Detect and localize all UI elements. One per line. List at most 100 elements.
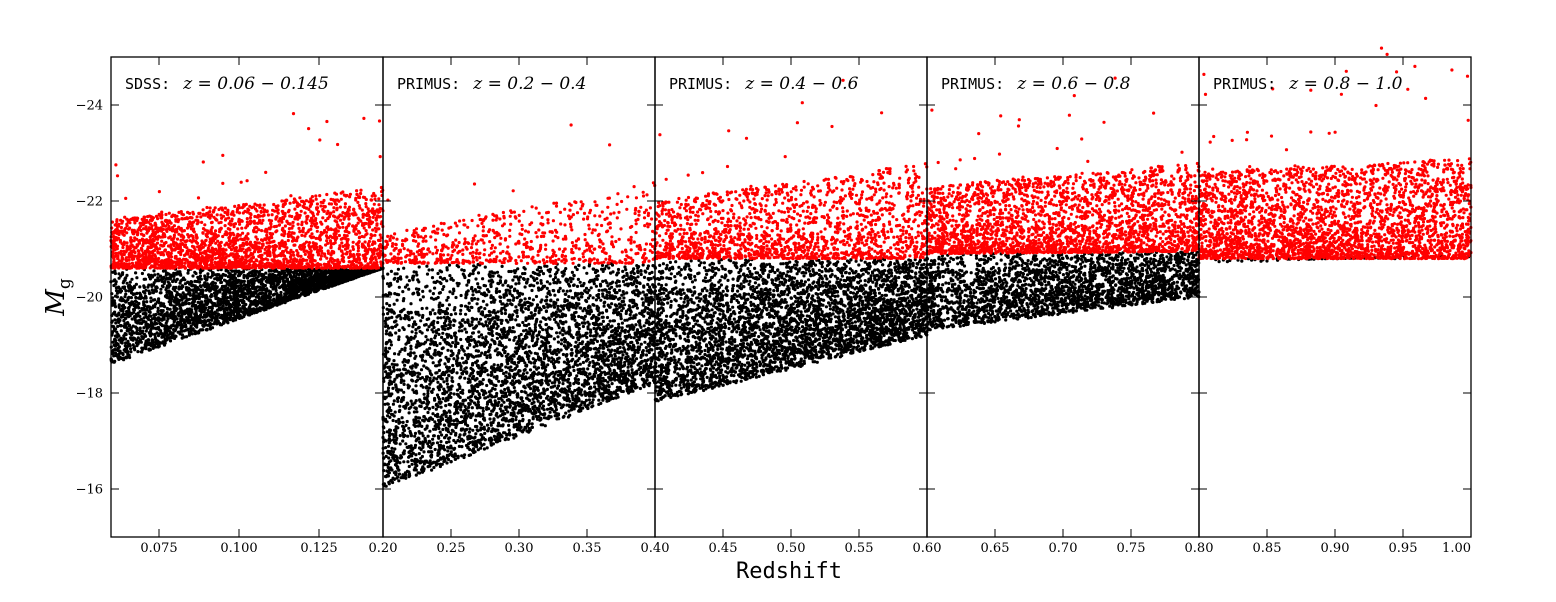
faint-point (304, 293, 308, 297)
faint-point (132, 336, 137, 341)
bright-point (164, 212, 168, 217)
faint-point (315, 275, 319, 279)
faint-point (171, 279, 175, 284)
faint-point (301, 292, 305, 296)
faint-point (136, 342, 140, 346)
faint-point (184, 285, 189, 290)
faint-point (237, 279, 241, 283)
faint-point (259, 280, 263, 284)
faint-point (129, 326, 133, 330)
bright-point (227, 216, 231, 220)
faint-point (272, 297, 276, 301)
faint-point (282, 287, 286, 291)
bright-point (252, 219, 256, 223)
faint-point (240, 284, 244, 288)
faint-point (221, 304, 225, 308)
bright-point (169, 251, 173, 255)
bright-point (145, 231, 149, 235)
bright-point (223, 224, 227, 228)
bright-point (153, 221, 157, 225)
faint-point (212, 291, 217, 295)
faint-point (141, 336, 145, 341)
bright-point (283, 254, 287, 258)
bright-point (283, 224, 287, 228)
faint-point (277, 293, 281, 297)
faint-point (242, 312, 246, 316)
faint-point (302, 273, 306, 277)
bright-point (302, 266, 306, 270)
faint-point (180, 312, 184, 316)
faint-point (184, 295, 188, 299)
faint-point (141, 308, 145, 312)
faint-point (220, 301, 224, 305)
bright-point (295, 236, 299, 241)
faint-point (113, 269, 117, 273)
faint-point (149, 323, 153, 327)
faint-point (241, 298, 245, 302)
faint-point (156, 316, 160, 320)
faint-point (169, 273, 173, 277)
bright-point (365, 232, 369, 236)
faint-point (125, 273, 129, 277)
faint-point (117, 276, 121, 280)
bright-point (278, 246, 282, 250)
bright-point (325, 119, 329, 124)
faint-point (232, 288, 237, 292)
bright-point (177, 232, 181, 236)
faint-point (193, 270, 197, 274)
faint-point (139, 317, 143, 321)
faint-point (201, 315, 205, 319)
faint-point (195, 323, 199, 327)
faint-point (129, 332, 133, 336)
faint-point (268, 291, 273, 296)
faint-point (190, 332, 194, 336)
bright-point (314, 197, 318, 201)
bright-point (326, 209, 330, 213)
bright-point (364, 229, 368, 233)
bright-point (328, 266, 333, 270)
bright-point (361, 253, 365, 257)
bright-point (227, 259, 231, 263)
faint-point (123, 312, 127, 317)
faint-point (117, 338, 121, 342)
faint-point (124, 323, 128, 327)
bright-point (376, 238, 381, 242)
faint-point (226, 269, 230, 273)
faint-point (247, 306, 251, 310)
faint-point (157, 301, 161, 305)
faint-point (188, 332, 192, 336)
faint-point (186, 317, 190, 321)
bright-point (114, 245, 118, 249)
faint-point (182, 324, 186, 328)
faint-point (158, 291, 162, 295)
faint-point (120, 351, 124, 355)
faint-point (354, 276, 358, 280)
faint-point (269, 305, 273, 309)
faint-point (311, 279, 315, 283)
faint-point (167, 285, 171, 289)
bright-point (215, 213, 219, 217)
faint-point (322, 278, 326, 282)
bright-point (173, 214, 177, 218)
faint-point (208, 310, 212, 314)
bright-point (303, 234, 307, 238)
bright-point (122, 233, 126, 237)
faint-point (243, 292, 247, 296)
faint-point (325, 271, 329, 275)
faint-point (257, 288, 262, 292)
bright-point (127, 218, 131, 222)
faint-point (163, 294, 168, 298)
faint-point (310, 275, 314, 279)
faint-point (261, 273, 265, 277)
bright-point (253, 214, 257, 219)
faint-point (271, 277, 275, 281)
faint-point (241, 270, 246, 274)
faint-point (139, 295, 143, 299)
faint-point (183, 302, 187, 306)
bright-point (307, 228, 311, 232)
faint-point (203, 307, 207, 312)
faint-point (337, 277, 341, 281)
faint-point (228, 294, 232, 298)
faint-point (165, 290, 169, 294)
faint-point (153, 305, 157, 309)
